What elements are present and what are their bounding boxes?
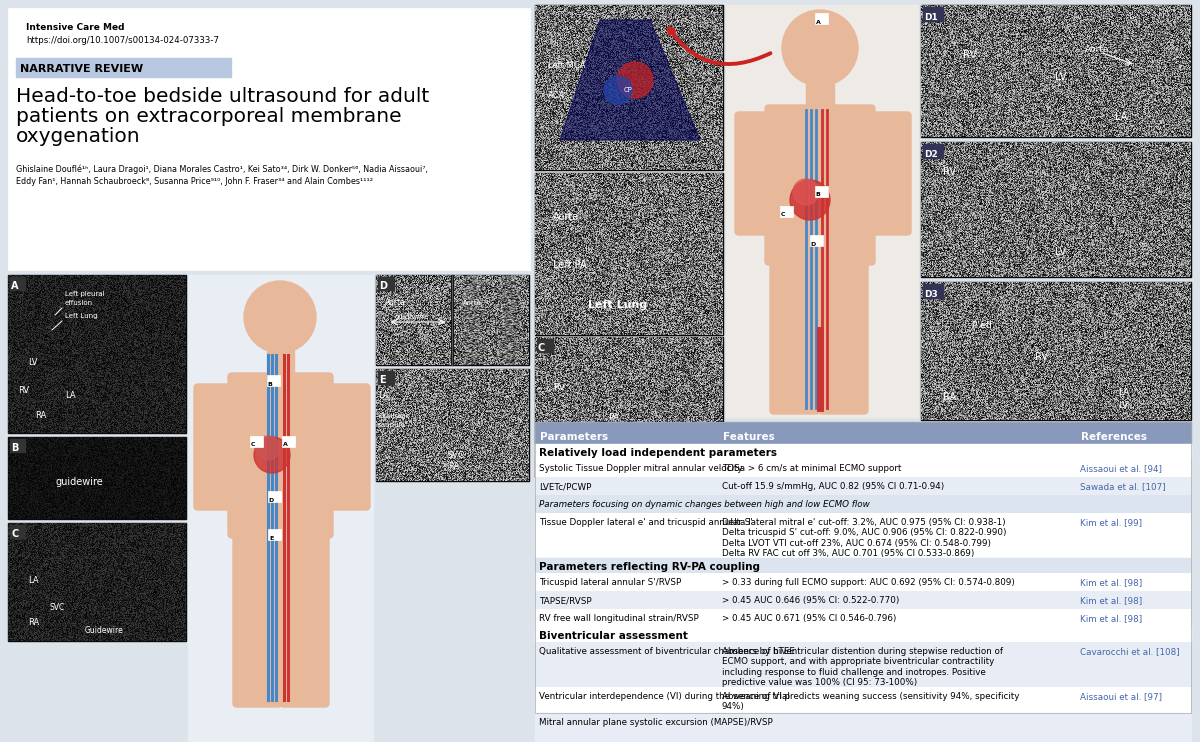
Text: PA: PA [608, 413, 619, 422]
Text: LV: LV [1055, 72, 1067, 82]
Text: AV: AV [578, 433, 588, 442]
FancyBboxPatch shape [280, 529, 329, 707]
Bar [535, 627, 1190, 642]
Circle shape [793, 179, 818, 205]
Circle shape [604, 76, 632, 104]
Text: NARRATIVE REVIEW: NARRATIVE REVIEW [20, 64, 143, 74]
Text: RV: RV [1034, 352, 1048, 362]
Bar [250, 436, 263, 447]
Text: LV: LV [28, 358, 37, 367]
Text: patients on extracorporeal membrane: patients on extracorporeal membrane [16, 107, 402, 126]
Text: oxygenation: oxygenation [16, 127, 140, 146]
FancyBboxPatch shape [734, 112, 775, 235]
Text: Head-to-toe bedside ultrasound for adult: Head-to-toe bedside ultrasound for adult [16, 87, 430, 106]
Text: D1: D1 [924, 13, 937, 22]
Text: Delta lateral mitral e' cut-off: 3.2%, AUC 0.975 (95% CI: 0.938-1)
Delta tricusp: Delta lateral mitral e' cut-off: 3.2%, A… [722, 518, 1007, 558]
Circle shape [256, 436, 280, 460]
Polygon shape [560, 20, 700, 140]
Text: > 0.45 AUC 0.671 (95% CI 0.546-0.796): > 0.45 AUC 0.671 (95% CI 0.546-0.796) [722, 614, 896, 623]
Text: Left Lung: Left Lung [588, 300, 647, 310]
Bar [266, 350, 294, 378]
Bar [535, 422, 1190, 444]
Text: effusion: effusion [65, 300, 94, 306]
Circle shape [244, 281, 316, 353]
Text: RA: RA [448, 462, 460, 471]
Text: SVC: SVC [50, 603, 65, 612]
Text: Kim et al. [98]: Kim et al. [98] [1080, 596, 1142, 605]
Text: C: C [538, 343, 545, 353]
Circle shape [617, 62, 653, 98]
Text: Qualitative assessment of biventricular chambers by hTEE: Qualitative assessment of biventricular … [539, 647, 794, 656]
FancyBboxPatch shape [770, 256, 820, 414]
Text: Kim et al. [98]: Kim et al. [98] [1080, 614, 1142, 623]
Text: Ventricular interdependence (VI) during the weaning trial: Ventricular interdependence (VI) during … [539, 692, 790, 701]
Bar [535, 459, 1190, 477]
FancyBboxPatch shape [233, 529, 282, 707]
Text: Absence of biventricular distention during stepwise reduction of
ECMO support, a: Absence of biventricular distention duri… [722, 647, 1003, 687]
Bar [16, 58, 230, 77]
Text: Ghislaine Douflé¹ʰ, Laura Dragoi¹, Diana Morales Castro¹, Kei Sato³⁴, Dirk W. Do: Ghislaine Douflé¹ʰ, Laura Dragoi¹, Diana… [16, 165, 428, 174]
Text: D: D [379, 281, 386, 291]
Text: LA: LA [1115, 112, 1127, 122]
Text: CP: CP [624, 87, 632, 93]
Bar [535, 513, 1190, 558]
Text: Absence of VI predicts weaning success (sensitivity 94%, specificity
94%): Absence of VI predicts weaning success (… [722, 692, 1019, 712]
Bar [726, 5, 918, 417]
Text: Aorta: Aorta [463, 300, 481, 306]
Text: A: A [816, 19, 821, 24]
Text: Sawada et al. [107]: Sawada et al. [107] [1080, 482, 1165, 491]
Text: Kim et al. [99]: Kim et al. [99] [1080, 518, 1142, 527]
Text: Aissaoui et al. [94]: Aissaoui et al. [94] [1080, 464, 1162, 473]
Bar [282, 436, 295, 447]
Bar [535, 609, 1190, 627]
Bar [535, 573, 1190, 591]
Text: D2: D2 [924, 150, 937, 159]
Text: https://doi.org/10.1007/s00134-024-07333-7: https://doi.org/10.1007/s00134-024-07333… [26, 36, 220, 45]
Text: > 0.33 during full ECMO support: AUC 0.692 (95% CI: 0.574-0.809): > 0.33 during full ECMO support: AUC 0.6… [722, 578, 1015, 587]
Text: Relatively load independent parameters: Relatively load independent parameters [539, 448, 778, 458]
Text: RV: RV [18, 386, 29, 395]
Bar [378, 371, 394, 384]
Bar [535, 5, 722, 170]
Bar [922, 142, 1190, 277]
Bar [268, 529, 281, 540]
Text: guidewire: guidewire [395, 314, 430, 320]
FancyBboxPatch shape [326, 384, 370, 510]
Bar [535, 477, 1190, 495]
Bar [535, 558, 1190, 573]
Text: Left PA: Left PA [553, 260, 587, 270]
Bar [535, 173, 722, 335]
Bar [922, 282, 1190, 420]
Text: RV: RV [553, 383, 565, 392]
Text: RA: RA [28, 618, 40, 627]
Text: RV: RV [943, 167, 956, 177]
Text: B: B [816, 192, 821, 197]
Text: P eff: P eff [972, 321, 992, 330]
Text: A: A [11, 281, 18, 291]
Text: TDSa > 6 cm/s at minimal ECMO support: TDSa > 6 cm/s at minimal ECMO support [722, 464, 901, 473]
Text: ACA: ACA [548, 91, 565, 100]
Bar [376, 369, 529, 481]
Bar [923, 144, 943, 158]
FancyBboxPatch shape [871, 112, 911, 235]
Text: LVETc/PCWP: LVETc/PCWP [539, 482, 592, 491]
Text: guidewire: guidewire [55, 477, 103, 487]
Text: > 0.45 AUC 0.646 (95% CI: 0.522-0.770): > 0.45 AUC 0.646 (95% CI: 0.522-0.770) [722, 596, 899, 605]
Text: Intensive Care Med: Intensive Care Med [26, 23, 125, 32]
Bar [8, 8, 530, 270]
Bar [923, 284, 943, 298]
Text: Left MCA: Left MCA [548, 61, 586, 70]
Text: cannula: cannula [378, 422, 406, 428]
Bar [535, 495, 1190, 513]
Text: Cavarocchi et al. [108]: Cavarocchi et al. [108] [1080, 647, 1180, 656]
Text: Cut-off 15.9 s/mmHg, AUC 0.82 (95% CI 0.71-0.94): Cut-off 15.9 s/mmHg, AUC 0.82 (95% CI 0.… [722, 482, 944, 491]
Text: Guidewire: Guidewire [85, 626, 124, 635]
Text: Tissue Doppler lateral e' and tricuspid annular S': Tissue Doppler lateral e' and tricuspid … [539, 518, 752, 527]
Text: C: C [781, 212, 785, 217]
Text: Parameters focusing on dynamic changes between high and low ECMO flow: Parameters focusing on dynamic changes b… [539, 500, 870, 509]
Bar [780, 206, 793, 217]
Bar [376, 275, 529, 365]
Bar [8, 275, 186, 433]
Text: E: E [379, 375, 385, 385]
Bar [535, 422, 1190, 713]
